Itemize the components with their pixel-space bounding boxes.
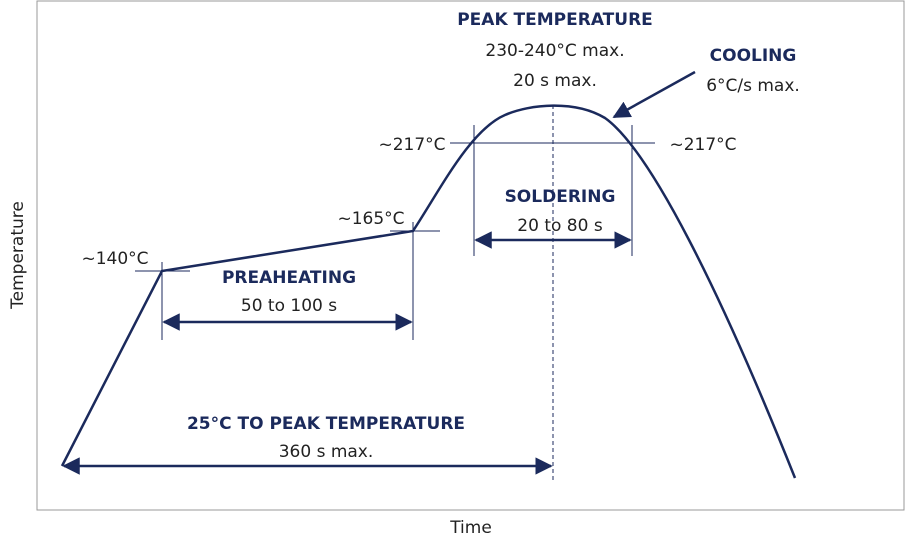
arrows bbox=[62, 70, 696, 475]
soldering-duration: 20 to 80 s bbox=[517, 216, 603, 236]
temp-label: ~217°C bbox=[378, 135, 445, 155]
soldering-title: SOLDERING bbox=[505, 187, 616, 207]
guide-lines bbox=[135, 125, 655, 340]
cooling-title: COOLING bbox=[710, 46, 797, 66]
total-title: 25°C TO PEAK TEMPERATURE bbox=[187, 414, 465, 434]
preheating-title: PREAHEATING bbox=[222, 268, 356, 288]
x-axis-label: Time bbox=[449, 518, 492, 538]
temp-label: ~217°C bbox=[669, 135, 736, 155]
peak-title: PEAK TEMPERATURE bbox=[457, 10, 653, 30]
cooling-rate: 6°C/s max. bbox=[706, 76, 800, 96]
temp-label: ~165°C bbox=[337, 209, 404, 229]
y-axis-label: Temperature bbox=[8, 201, 28, 310]
peak-range: 230-240°C max. bbox=[485, 41, 624, 61]
profile-curve bbox=[60, 104, 797, 479]
frame bbox=[36, 0, 905, 511]
temp-label: ~140°C bbox=[81, 249, 148, 269]
total-duration: 360 s max. bbox=[279, 442, 374, 462]
peak-duration: 20 s max. bbox=[513, 71, 597, 91]
preheating-duration: 50 to 100 s bbox=[241, 296, 337, 316]
